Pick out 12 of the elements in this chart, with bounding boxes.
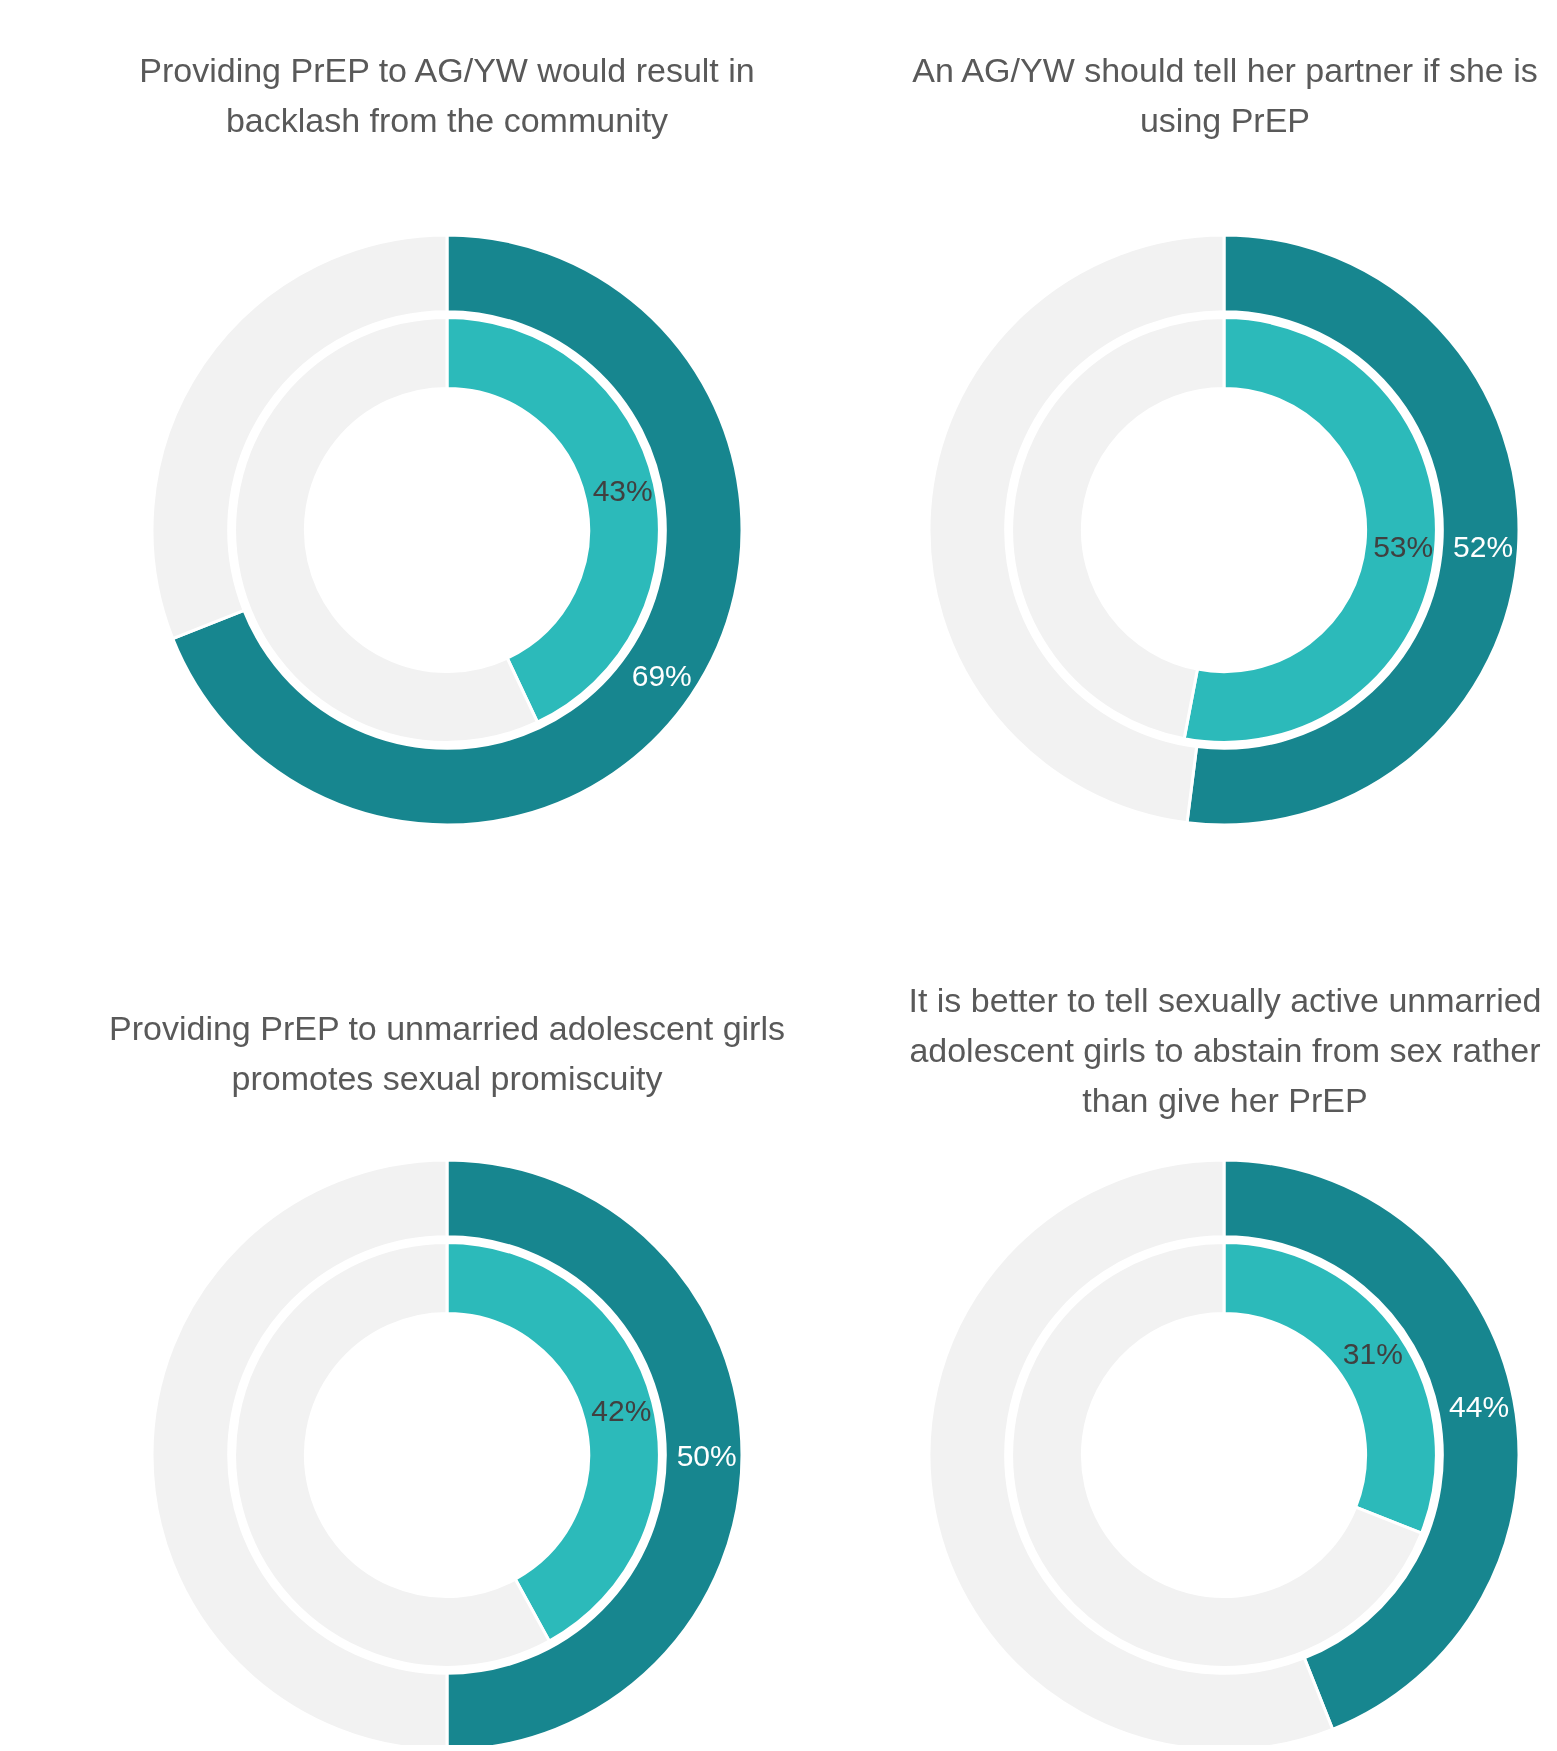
data-label: 31% xyxy=(1342,1337,1403,1371)
data-label: 50% xyxy=(676,1438,737,1472)
chart-title: An AG/YW should tell her partner if she is using PrEP xyxy=(911,50,1539,141)
data-label: 69% xyxy=(631,659,692,693)
data-label: 44% xyxy=(1449,1389,1510,1423)
data-label: 43% xyxy=(592,474,653,508)
data-label: 42% xyxy=(591,1393,652,1427)
chart-title: Providing PrEP to AG/YW would result in backlash from the community xyxy=(138,50,756,141)
data-label: 52% xyxy=(1453,529,1514,563)
chart-title: Providing PrEP to unmarried adolescent girls promotes sexual promiscuity xyxy=(108,1008,786,1099)
data-label: 53% xyxy=(1373,530,1434,564)
chart-title: It is better to tell sexually active unmarried adolescent girls to abstain from sex rather than give her PrEP xyxy=(907,980,1543,1121)
